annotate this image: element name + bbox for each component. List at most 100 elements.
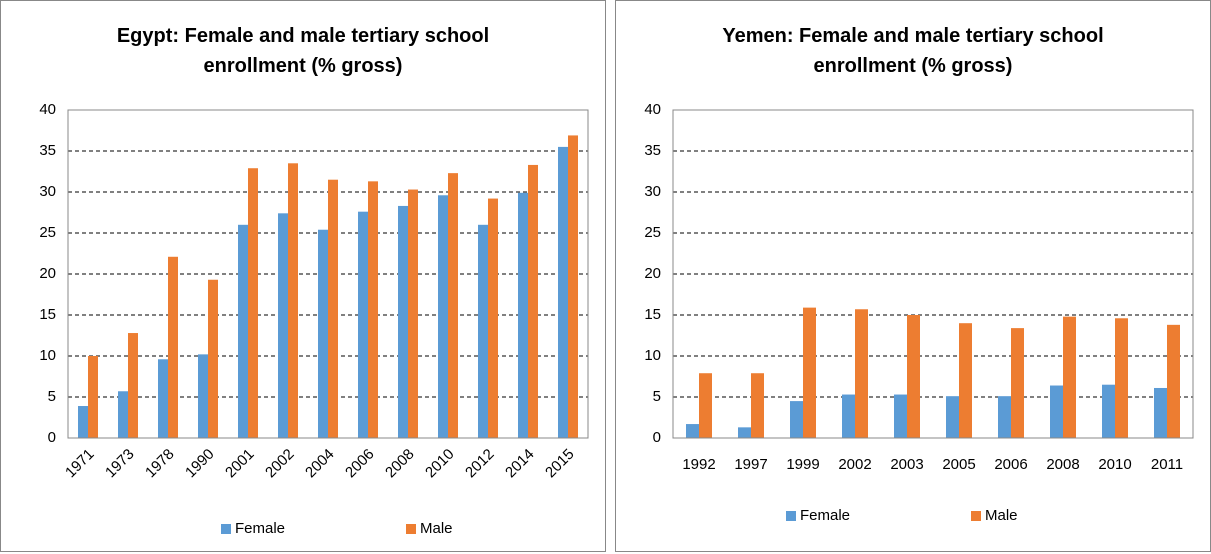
- chart-panel: Egypt: Female and male tertiary school e…: [0, 0, 606, 552]
- bar: [1050, 385, 1063, 438]
- y-tick-label: 10: [39, 347, 56, 364]
- chart: 0 5 10 15 20 25 30 35 40 1971 1973 1978 1990 2001 2002…: [39, 101, 589, 537]
- x-tick-label: 2008: [1046, 456, 1079, 473]
- bar: [358, 211, 368, 438]
- x-tick-label: 2015: [542, 446, 578, 482]
- bar: [842, 394, 855, 438]
- x-tick-label: 2002: [262, 446, 298, 482]
- bar: [478, 224, 488, 438]
- bar: [408, 189, 418, 438]
- bar: [1063, 316, 1076, 438]
- bar: [78, 406, 88, 438]
- y-tick-label: 5: [653, 388, 661, 405]
- x-tick-label: 2005: [942, 456, 975, 473]
- bar: [751, 373, 764, 438]
- x-tick-label: 2014: [502, 446, 538, 482]
- bar: [894, 394, 907, 438]
- x-tick-label: 2011: [1151, 456, 1183, 473]
- x-tick-label: 1997: [734, 456, 767, 473]
- legend-swatch: [221, 524, 231, 534]
- x-tick-label: 2003: [890, 456, 923, 473]
- legend-swatch: [406, 524, 416, 534]
- chart-title: Egypt: Female and male tertiary school e…: [116, 25, 490, 77]
- bar: [158, 359, 168, 438]
- x-tick-label: 1978: [142, 446, 178, 482]
- y-tick-label: 40: [39, 101, 56, 118]
- bar: [558, 146, 568, 438]
- y-tick-label: 20: [644, 265, 661, 282]
- chart-panel: Yemen: Female and male tertiary school e…: [615, 0, 1211, 552]
- x-tick-label: 2006: [994, 456, 1027, 473]
- legend-label: Female: [235, 520, 285, 537]
- bar: [959, 323, 972, 438]
- x-tick-label: 2010: [422, 446, 458, 482]
- bar: [168, 256, 178, 438]
- bar: [686, 424, 699, 438]
- bar: [699, 373, 712, 438]
- y-tick-label: 5: [48, 388, 56, 405]
- bar: [1154, 387, 1167, 438]
- legend-swatch: [786, 511, 796, 521]
- y-tick-label: 10: [644, 347, 661, 364]
- bar: [288, 163, 298, 439]
- bar: [318, 229, 328, 438]
- bar: [568, 135, 578, 439]
- y-tick-label: 25: [644, 224, 661, 241]
- y-tick-label: 30: [644, 183, 661, 200]
- y-tick-label: 40: [644, 101, 661, 118]
- x-tick-label: 1971: [62, 446, 98, 482]
- chart: 0 5 10 15 20 25 30 35 40 1992 1997 1999 2002 2003 2005…: [644, 101, 1194, 524]
- x-tick-label: 2004: [302, 446, 338, 482]
- x-tick-label: 2006: [342, 446, 378, 482]
- bar: [448, 173, 458, 438]
- bar: [398, 205, 408, 438]
- x-tick-label: 2010: [1098, 456, 1131, 473]
- y-tick-label: 0: [48, 429, 56, 446]
- bar: [790, 401, 803, 438]
- bar: [88, 356, 98, 438]
- bar: [208, 279, 218, 438]
- bar: [328, 179, 338, 438]
- legend-label: Male: [985, 507, 1018, 524]
- bar: [1115, 318, 1128, 438]
- y-tick-label: 35: [644, 142, 661, 159]
- legend-label: Female: [800, 507, 850, 524]
- bar: [528, 164, 538, 438]
- bar: [738, 427, 751, 438]
- bar: [1011, 328, 1024, 438]
- x-tick-label: 1990: [182, 446, 218, 482]
- bar: [438, 195, 448, 438]
- bar: [946, 396, 959, 438]
- bar: [1102, 384, 1115, 438]
- bar: [248, 168, 258, 438]
- bar: [998, 396, 1011, 438]
- bar: [1167, 324, 1180, 438]
- legend-label: Male: [420, 520, 453, 537]
- y-tick-label: 15: [39, 306, 56, 323]
- x-tick-label: 1999: [786, 456, 819, 473]
- bar: [855, 309, 868, 438]
- y-tick-label: 30: [39, 183, 56, 200]
- x-tick-label: 1992: [682, 456, 715, 473]
- bar: [803, 307, 816, 438]
- y-tick-label: 20: [39, 265, 56, 282]
- chart-title: Yemen: Female and male tertiary school e…: [722, 25, 1104, 77]
- bar: [198, 354, 208, 438]
- x-tick-label: 2001: [222, 446, 258, 482]
- legend-swatch: [971, 511, 981, 521]
- bar: [907, 315, 920, 438]
- y-tick-label: 35: [39, 142, 56, 159]
- y-tick-label: 0: [653, 429, 661, 446]
- x-tick-label: 2008: [382, 446, 418, 482]
- x-tick-label: 2012: [462, 446, 498, 482]
- bar: [118, 391, 128, 438]
- x-tick-label: 1973: [102, 446, 138, 482]
- x-tick-label: 2002: [838, 456, 871, 473]
- bar: [128, 333, 138, 438]
- bar: [368, 181, 378, 438]
- bar: [238, 224, 248, 438]
- bar: [278, 213, 288, 438]
- bar: [488, 198, 498, 438]
- y-tick-label: 25: [39, 224, 56, 241]
